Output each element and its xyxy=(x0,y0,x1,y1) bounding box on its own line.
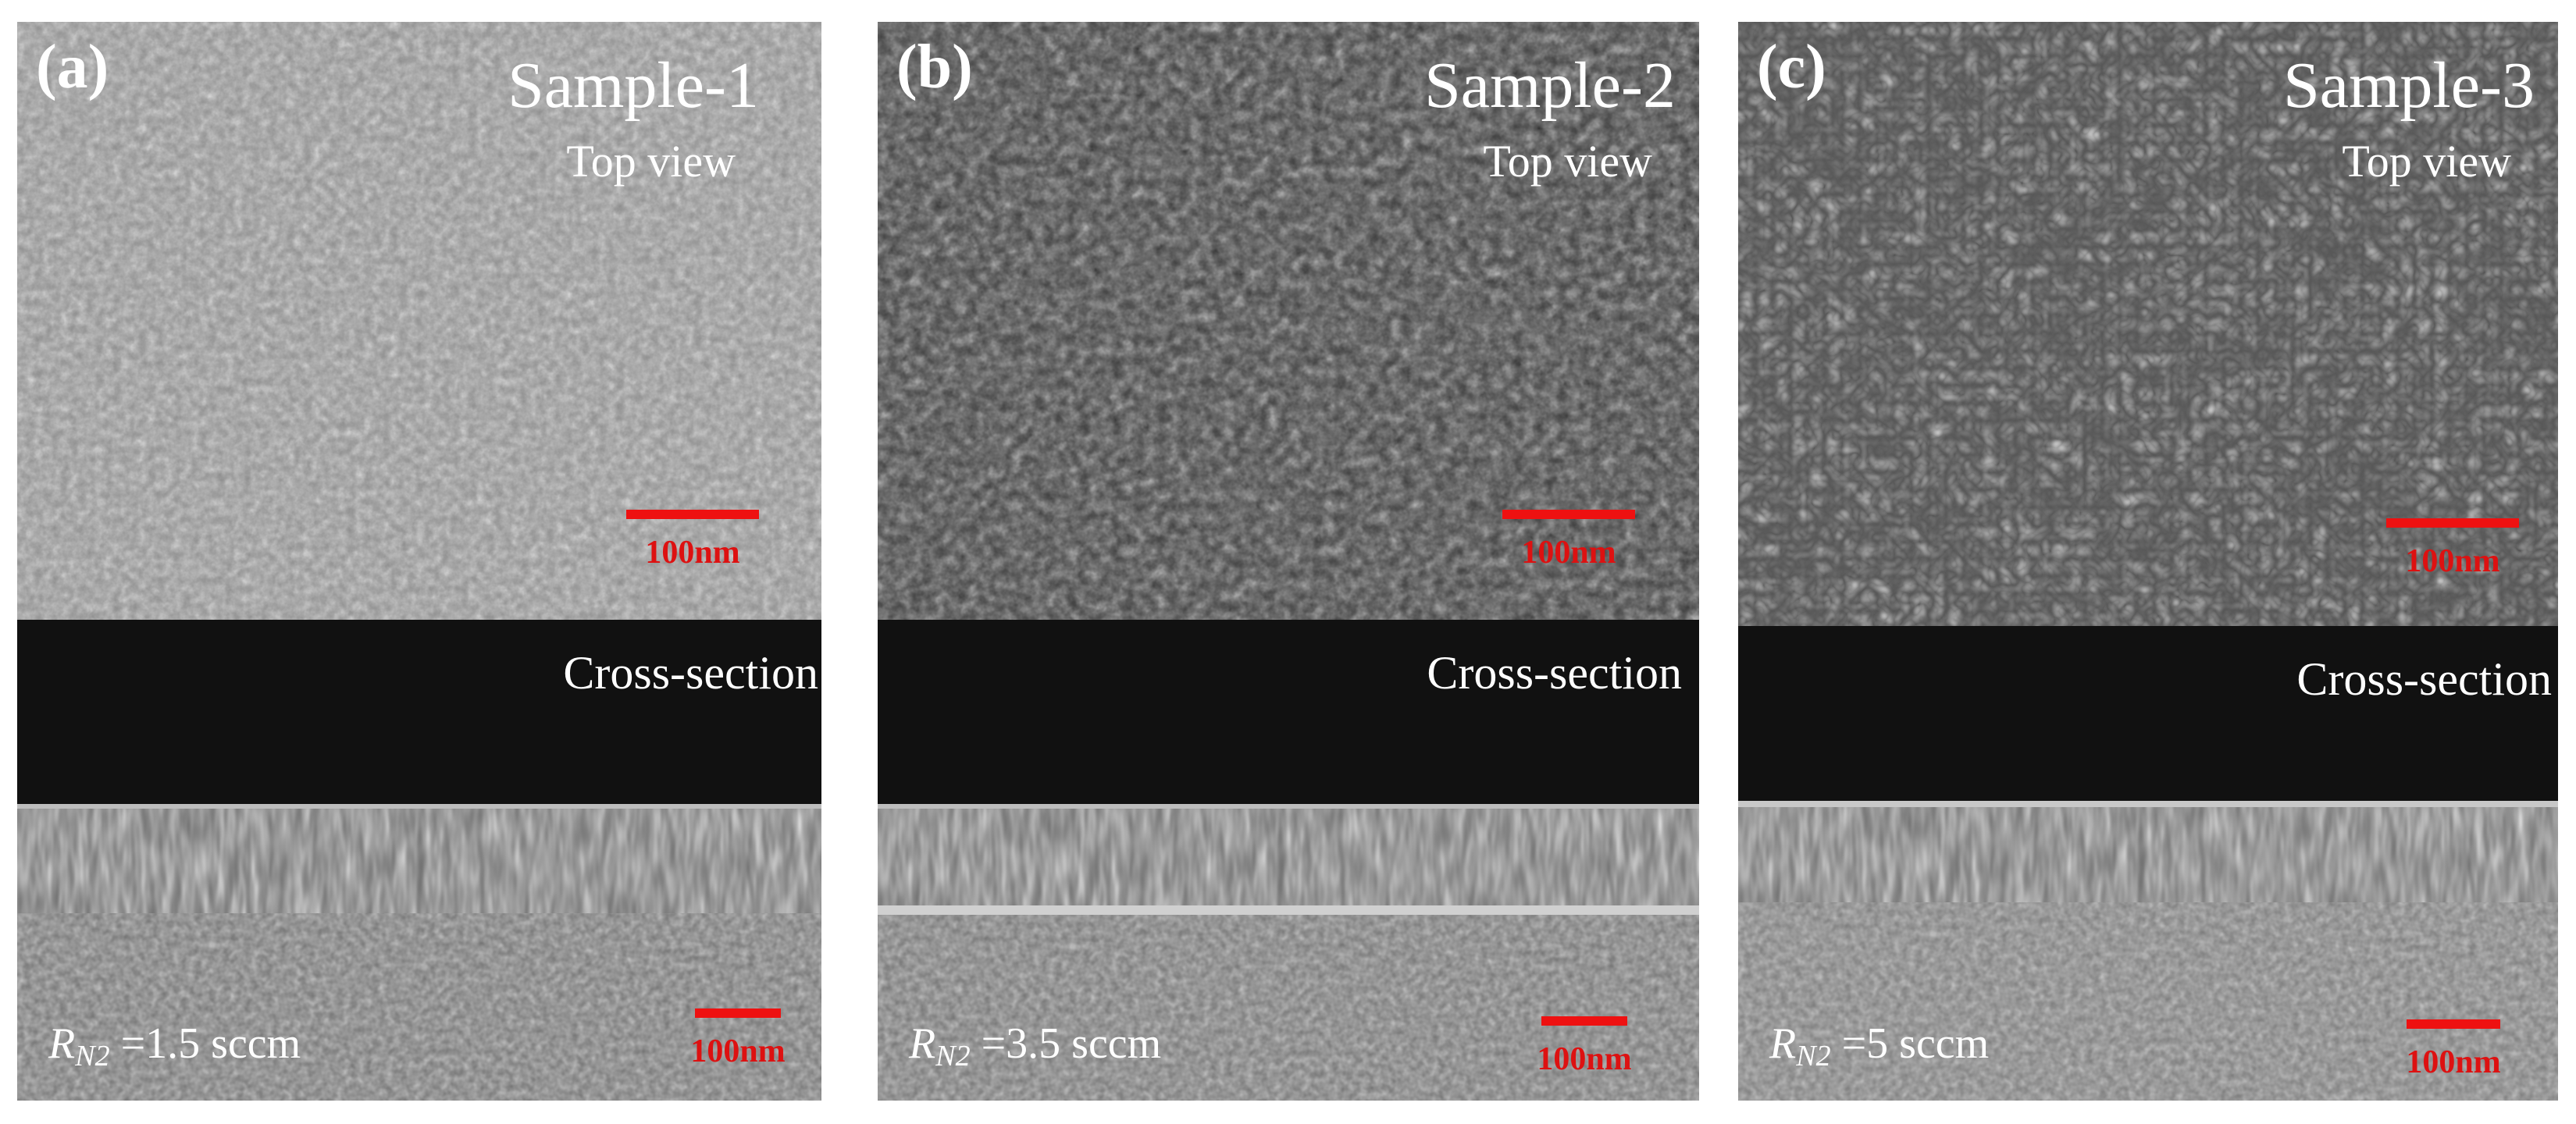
panel-a: (a) Sample-1 Top view 100nm Cross-sectio… xyxy=(17,22,821,1101)
cross-section-image-c: Cross-section RN2 =5 sccm 100nm xyxy=(1738,626,2558,1101)
top-view-image-a: (a) Sample-1 Top view 100nm xyxy=(17,22,821,620)
panel-b: (b) Sample-2 Top view 100nm Cross-sectio… xyxy=(878,22,1699,1101)
vacuum-region-c xyxy=(1738,626,2558,801)
nitrogen-rate-label-b: RN2 =3.5 sccm xyxy=(909,1019,1162,1072)
panel-label-a: (a) xyxy=(36,33,109,101)
film-layer-b xyxy=(878,804,1699,905)
scale-bar-label: 100nm xyxy=(645,535,740,571)
film-layer-a xyxy=(17,804,821,913)
film-layer-c xyxy=(1738,801,2558,902)
substrate-region-a xyxy=(17,913,821,1101)
sample-title-c: Sample-3 xyxy=(2283,49,2535,122)
substrate-region-c xyxy=(1738,902,2558,1101)
vacuum-region-b xyxy=(878,620,1699,804)
scale-bar-line xyxy=(626,510,759,519)
interface-line-b xyxy=(878,905,1699,915)
top-view-label-c: Top view xyxy=(2342,136,2511,187)
sample-title-a: Sample-1 xyxy=(508,49,759,122)
top-scale-bar-c: 100nm xyxy=(2386,518,2519,589)
top-view-image-c: (c) Sample-3 Top view 100nm xyxy=(1738,22,2558,626)
top-view-label-a: Top view xyxy=(566,136,736,187)
nitrogen-rate-label-a: RN2 =1.5 sccm xyxy=(48,1019,301,1072)
cross-section-image-b: Cross-section RN2 =3.5 sccm 100nm xyxy=(878,620,1699,1101)
cross-section-label-a: Cross-section xyxy=(563,647,818,699)
panel-label-c: (c) xyxy=(1757,33,1826,101)
cross-scale-bar-a: 100nm xyxy=(690,1008,786,1079)
cross-scale-bar-b: 100nm xyxy=(1537,1016,1632,1087)
sample-title-b: Sample-2 xyxy=(1424,49,1676,122)
top-scale-bar-b: 100nm xyxy=(1502,510,1635,580)
cross-section-image-a: Cross-section RN2 =1.5 sccm 100nm xyxy=(17,620,821,1101)
top-texture-b xyxy=(878,22,1699,620)
cross-scale-bar-c: 100nm xyxy=(2406,1019,2501,1090)
top-view-label-b: Top view xyxy=(1483,136,1652,187)
top-scale-bar-a: 100nm xyxy=(626,510,759,580)
panel-label-b: (b) xyxy=(896,33,973,101)
substrate-region-b xyxy=(878,915,1699,1101)
panel-c: (c) Sample-3 Top view 100nm Cross-sectio… xyxy=(1738,22,2558,1101)
cross-section-label-c: Cross-section xyxy=(2296,653,2552,705)
top-view-image-b: (b) Sample-2 Top view 100nm xyxy=(878,22,1699,620)
top-texture-a xyxy=(17,22,821,620)
nitrogen-rate-label-c: RN2 =5 sccm xyxy=(1769,1019,1990,1072)
vacuum-region-a xyxy=(17,620,821,804)
cross-section-label-b: Cross-section xyxy=(1427,647,1682,699)
